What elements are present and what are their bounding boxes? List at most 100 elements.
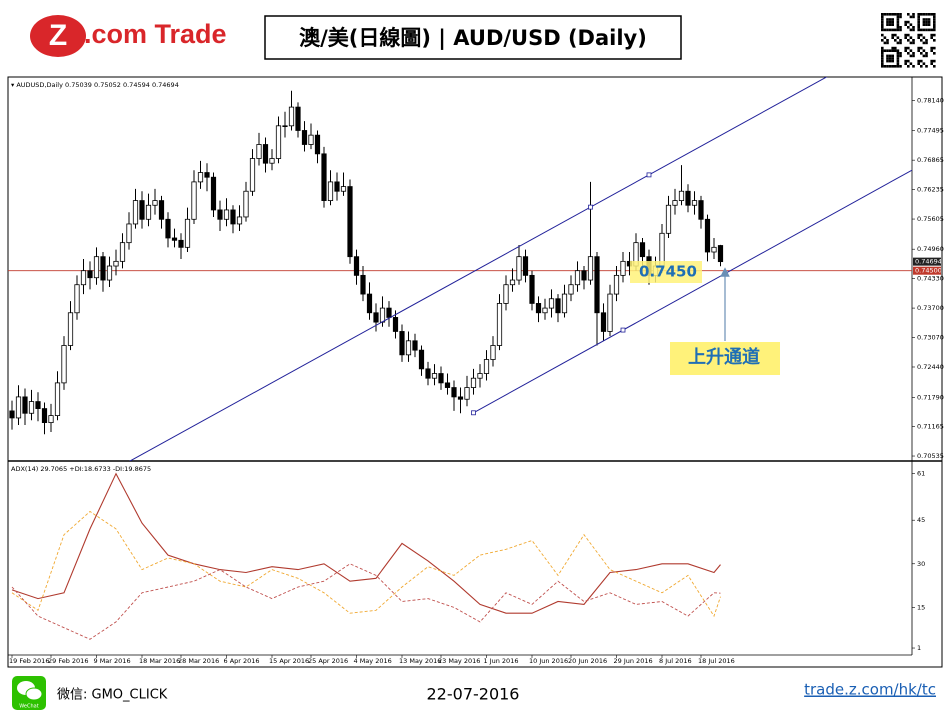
y-tick-label: 0.74960 [917,245,944,253]
y-tick-label: 0.78140 [917,97,944,105]
wechat-bubble [25,687,43,701]
qr-cell [922,36,926,39]
candle-body [464,387,470,400]
x-tick-label: 6 Apr 2016 [224,657,260,665]
symbol-arrow: ▾ [11,81,16,89]
qr-cell [920,46,923,50]
qr-cell [899,28,902,32]
qr-cell [886,65,889,68]
candle-body [301,130,308,145]
qr-cell [891,36,894,39]
candle-body [171,237,178,241]
candle-body [243,190,249,218]
channel-lines [128,77,912,461]
candle-body [48,415,54,424]
qr-cell [922,20,926,24]
qr-cell [886,20,889,24]
open: 0.75039 [65,81,92,89]
candle-body [119,242,126,262]
candle-body [496,303,503,346]
qr-cell [904,49,907,52]
qr-cell [907,39,910,42]
qr-cell [891,28,894,32]
qr-cell [925,28,928,32]
annotation: 上升通道 [688,346,760,368]
x-tick-label: 20 Jun 2016 [568,657,607,665]
legend-pdi: +DI: [69,465,84,473]
candle-body [620,260,626,276]
qr-cell [907,52,910,55]
candle-body [210,176,217,211]
high: 0.75052 [94,81,121,89]
candle-body [379,307,386,323]
qr-cell [904,20,907,24]
qr-cell [881,13,884,16]
qr-cell [894,33,897,37]
qr-cell [888,59,892,63]
qr-cell [881,62,884,65]
qr-cell [896,65,900,68]
channel-anchor [620,327,626,333]
candle-body [158,200,165,220]
qr-cell [896,20,900,24]
legend-adx: ADX(14) [11,465,38,473]
indicator-line [11,472,721,614]
candle-body [340,186,347,192]
qr-cell [886,23,889,26]
qr-cell [881,39,884,42]
candle-body [470,377,477,388]
qr-cell [917,33,920,37]
qr-cell [922,54,926,58]
qr-cell [922,28,926,32]
qr-cell [896,13,900,16]
logo-mark: Z [49,19,67,52]
qr-cell [909,49,913,52]
candle-body [145,204,152,220]
qr-cell [891,57,894,60]
candle-body [503,284,509,304]
candle-body [113,260,119,267]
qr-cell [930,49,933,52]
candle-body [139,200,145,220]
candle-body [28,401,35,414]
qr-cell [917,20,920,24]
qr-cell [888,18,892,21]
candle-body [529,274,535,304]
candle-body [516,256,522,281]
y-tick-label: 0.71790 [917,393,944,401]
candle-body [236,216,243,225]
x-tick-label: 29 Jun 2016 [614,657,653,665]
qr-cell [922,23,926,26]
qr-cell [899,26,902,29]
candle-body [353,256,360,276]
candle-body [165,218,171,239]
qr-cell [886,28,889,32]
candle-body [386,307,392,318]
qr-cell [909,28,913,32]
qr-cell [917,49,920,52]
qr-cell [899,65,902,68]
candle-body [639,242,646,258]
candle-body [93,256,100,279]
candle-body [717,245,724,263]
qr-cell [888,28,892,32]
qr-cell [933,39,936,42]
qr-cell [886,59,889,63]
channel-line [128,77,828,461]
qr-cell [922,41,926,45]
candle-body [152,200,158,206]
qr-cell [904,36,907,39]
qr-cell [912,28,915,32]
url[interactable]: trade.z.com/hk/tc [804,681,936,699]
date: 22-07-2016 [427,685,520,704]
y-tick-label: 0.74330 [917,275,944,283]
qr-cell [907,20,910,24]
qr-cell [886,54,889,58]
qr-cell [891,13,894,16]
qr-cell [896,26,900,29]
y-tick-label: 0.75605 [917,215,944,223]
qr-cell [933,13,936,16]
candle-body [347,186,353,258]
qr-cell [881,33,884,37]
qr-cell [886,49,889,52]
